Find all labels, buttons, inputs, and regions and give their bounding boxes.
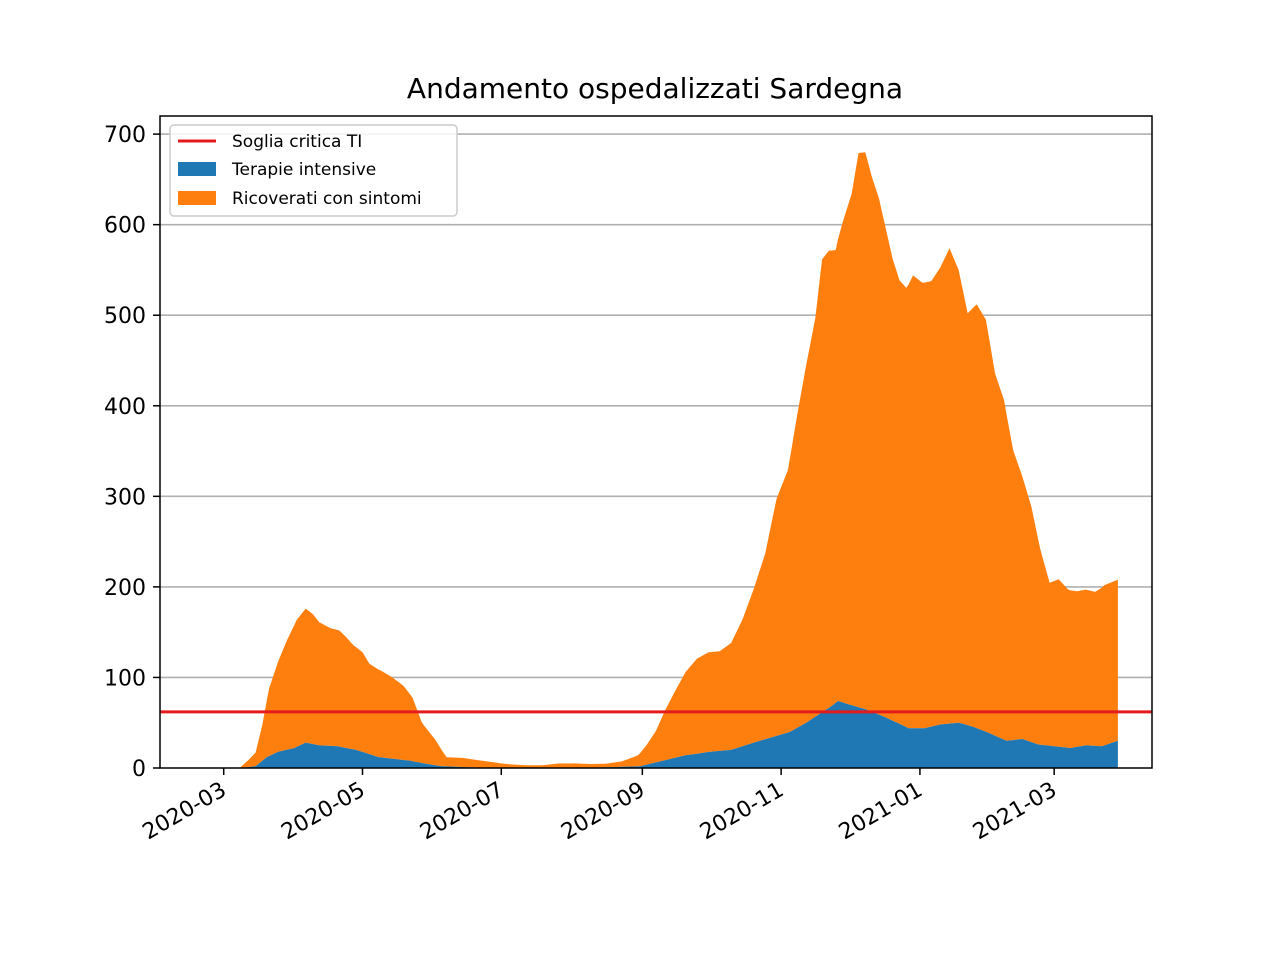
y-tick-label: 400 [104, 395, 146, 420]
legend-label-threshold: Soglia critica TI [232, 132, 362, 152]
y-tick-label: 200 [104, 576, 146, 601]
legend: Soglia critica TI Terapie intensive Ricove… [169, 124, 458, 217]
chart-title: Andamento ospedalizzati Sardegna [407, 72, 903, 105]
y-tick-label: 100 [104, 666, 146, 691]
y-tick-label: 300 [104, 485, 146, 510]
y-tick-label: 600 [104, 214, 146, 239]
legend-label-ricoverati: Ricoverati con sintomi [232, 189, 422, 209]
area-terapie-intensive [239, 701, 1118, 768]
legend-box [169, 124, 458, 217]
plot-frame [159, 115, 1153, 769]
y-tick-label: 0 [132, 757, 146, 782]
legend-label-terapie-intensive: Terapie intensive [231, 160, 376, 180]
y-tick-label: 700 [104, 123, 146, 148]
area-ricoverati-con-sintomi [239, 152, 1118, 768]
legend-swatch-ricoverati [178, 191, 216, 205]
legend-swatch-terapie-intensive [178, 162, 216, 176]
y-tick-label: 500 [104, 304, 146, 329]
area-layer [239, 152, 1118, 768]
